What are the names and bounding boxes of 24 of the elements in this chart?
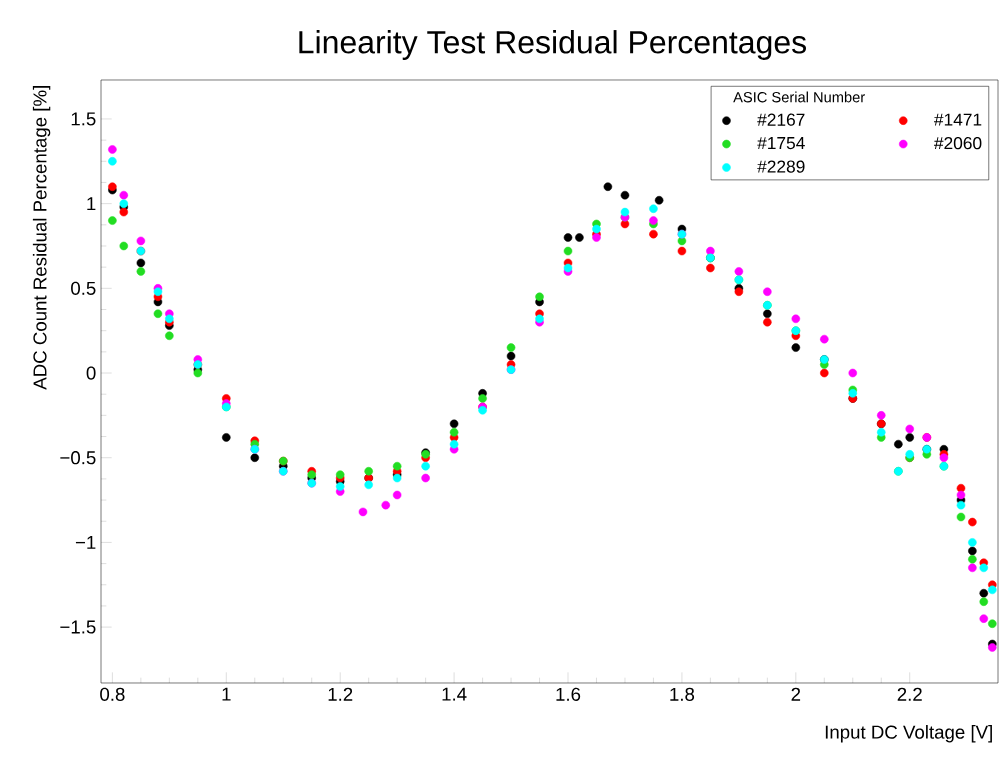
legend-title: ASIC Serial Number: [733, 91, 865, 103]
x-tick-label: 1.2: [328, 687, 353, 701]
x-axis-title: Input DC Voltage [V]: [825, 725, 992, 743]
y-tick-label: −1: [75, 535, 96, 549]
y-tick-label: 1.5: [71, 112, 96, 126]
legend-label: #2167: [757, 113, 805, 126]
x-tick-label: 0.8: [100, 687, 125, 701]
legend-label: #2060: [933, 137, 982, 150]
y-tick-label: −0.5: [60, 451, 96, 465]
y-tick-label: 0.5: [71, 281, 96, 295]
legend-label: #1471: [933, 113, 982, 126]
legend-label: #1754: [757, 137, 805, 150]
legend-label: #2289: [757, 160, 805, 173]
x-tick-label: 1: [222, 687, 231, 701]
y-tick-label: −1.5: [60, 620, 96, 634]
y-axis-title: ADC Count Residual Percentage [%]: [32, 86, 51, 390]
x-tick-label: 2: [791, 687, 801, 701]
y-tick-label: 0: [86, 366, 96, 380]
x-tick-label: 1.6: [556, 687, 581, 701]
x-tick-label: 1.4: [442, 687, 467, 701]
x-tick-label: 1.8: [670, 687, 695, 701]
y-tick-label: 1: [87, 197, 96, 211]
x-tick-label: 2.2: [897, 687, 922, 701]
chart-title: Linearity Test Residual Percentages: [299, 30, 806, 60]
